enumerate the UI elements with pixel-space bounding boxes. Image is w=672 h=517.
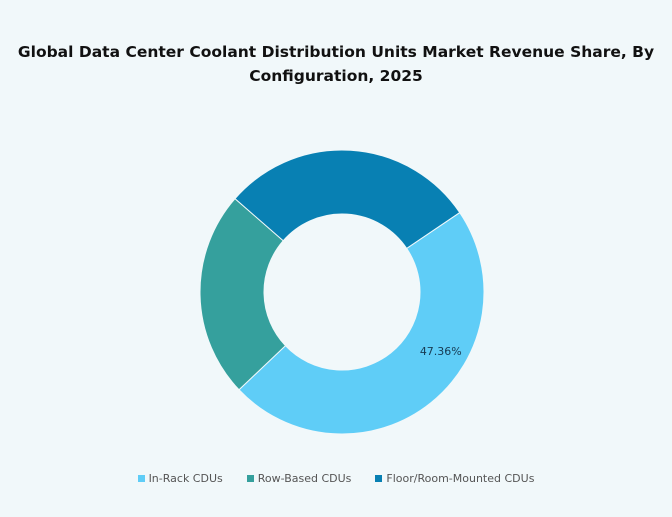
legend-item-in-rack[interactable]: In-Rack CDUs [137, 472, 223, 485]
donut-slice-in-rack-cdus[interactable] [238, 211, 485, 435]
chart-title-line-1: Global Data Center Coolant Distribution … [17, 43, 655, 61]
legend-label: Row-Based CDUs [257, 472, 352, 485]
legend-label: Floor/Room-Mounted CDUs [386, 472, 535, 485]
chart-title-line-2: Configuration, 2025 [249, 67, 423, 85]
legend-item-floor-room-mounted[interactable]: Floor/Room-Mounted CDUs [375, 472, 534, 485]
legend: In-Rack CDUs Row-Based CDUs Floor/Room-M… [0, 472, 672, 485]
legend-swatch [375, 475, 383, 482]
legend-swatch [137, 475, 145, 482]
legend-label: In-Rack CDUs [148, 472, 223, 485]
legend-swatch [246, 475, 254, 482]
donut-slice-floor-room-mounted-cdus[interactable] [234, 149, 461, 250]
donut-slice-row-based-cdus[interactable] [199, 197, 287, 391]
chart-title: Global Data Center Coolant Distribution … [0, 40, 672, 88]
data-label: 47.36% [420, 345, 462, 358]
legend-item-row-based[interactable]: Row-Based CDUs [246, 472, 352, 485]
